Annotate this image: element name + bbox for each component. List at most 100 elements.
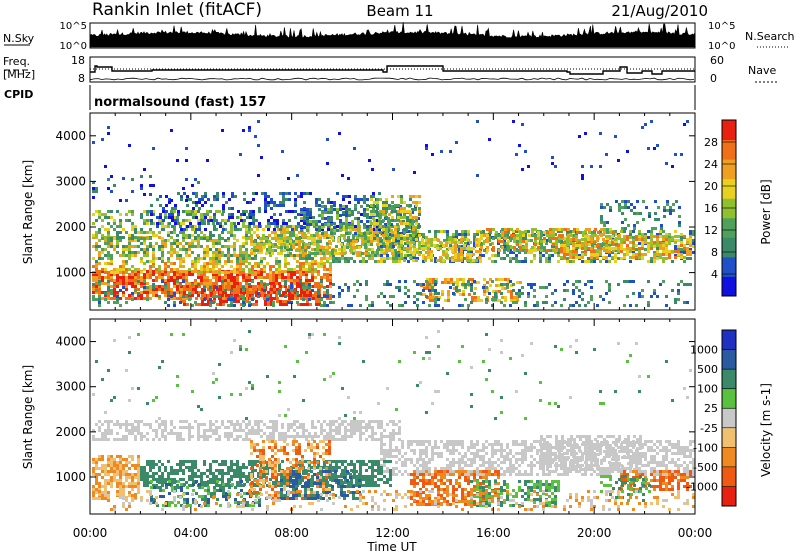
heatmap-cell <box>388 213 391 216</box>
heatmap-cell <box>350 420 353 423</box>
heatmap-cell <box>104 239 107 242</box>
heatmap-cell <box>128 297 131 300</box>
heatmap-cell <box>113 291 116 294</box>
heatmap-cell <box>382 234 385 237</box>
heatmap-cell <box>599 245 602 248</box>
heatmap-cell <box>403 247 406 250</box>
heatmap-cell <box>320 429 323 432</box>
heatmap-cell <box>295 249 298 252</box>
heatmap-cell <box>152 279 155 282</box>
heatmap-cell <box>430 241 433 244</box>
heatmap-cell <box>188 432 191 435</box>
heatmap-cell <box>608 235 611 238</box>
heatmap-cell <box>98 213 101 216</box>
heatmap-cell <box>624 203 627 206</box>
heatmap-cell <box>161 248 164 251</box>
heatmap-cell <box>161 254 164 257</box>
heatmap-cell <box>677 235 680 238</box>
heatmap-cell <box>308 270 311 273</box>
heatmap-cell <box>513 296 516 299</box>
heatmap-cell <box>439 247 442 250</box>
heatmap-cell <box>152 262 155 265</box>
heatmap-cell <box>305 273 308 276</box>
heatmap-cell <box>317 273 320 276</box>
heatmap-cell <box>311 257 314 260</box>
heatmap-cell <box>311 420 314 423</box>
heatmap-cell <box>316 252 319 255</box>
heatmap-cell <box>285 222 288 225</box>
heatmap-cell <box>260 282 263 285</box>
heatmap-cell <box>277 228 280 231</box>
heatmap-cell <box>689 257 692 260</box>
heatmap-cell <box>382 213 385 216</box>
heatmap-cell <box>215 282 218 285</box>
y-tick-label: 4000 <box>55 129 86 143</box>
heatmap-cell <box>293 254 296 257</box>
heatmap-cell <box>326 268 329 271</box>
heatmap-cell <box>647 304 650 307</box>
heatmap-cell <box>159 204 162 207</box>
heatmap-cell <box>470 301 473 304</box>
heatmap-cell <box>474 299 477 302</box>
heatmap-cell <box>461 245 464 248</box>
heatmap-cell <box>173 273 176 276</box>
heatmap-cell <box>188 219 191 222</box>
heatmap-cell <box>596 304 599 307</box>
heatmap-cell <box>257 236 260 239</box>
heatmap-cell <box>442 253 445 256</box>
heatmap-cell <box>233 279 236 282</box>
heatmap-cell <box>329 276 332 279</box>
heatmap-cell <box>306 303 309 306</box>
heatmap-cell <box>140 291 143 294</box>
heatmap-cell <box>590 260 593 263</box>
heatmap-cell <box>122 294 125 297</box>
heatmap-cell <box>326 257 329 260</box>
heatmap-cell <box>275 262 278 265</box>
heatmap-cell <box>206 270 209 273</box>
heatmap-cell <box>483 240 486 243</box>
heatmap-cell <box>399 232 402 235</box>
heatmap-cell <box>531 246 534 249</box>
heatmap-cell <box>669 212 672 215</box>
heatmap-cell <box>248 262 251 265</box>
heatmap-cell <box>578 244 581 247</box>
heatmap-cell <box>638 233 641 236</box>
heatmap-cell <box>295 240 298 243</box>
heatmap-cell <box>146 248 149 251</box>
heatmap-cell <box>294 192 297 195</box>
heatmap-cell <box>689 233 692 236</box>
heatmap-cell <box>92 291 95 294</box>
heatmap-cell <box>224 432 227 435</box>
heatmap-cell <box>233 276 236 279</box>
heatmap-cell <box>131 222 134 225</box>
heatmap-cell <box>299 294 302 297</box>
heatmap-cell <box>383 458 386 461</box>
heatmap-cell <box>128 248 131 251</box>
heatmap-cell <box>188 210 191 213</box>
heatmap-cell <box>686 241 689 244</box>
heatmap-cell <box>233 438 236 441</box>
heatmap-cell <box>113 245 116 248</box>
heatmap-cell <box>536 301 539 304</box>
heatmap-cell <box>158 285 161 288</box>
heatmap-cell <box>212 262 215 265</box>
heatmap-cell <box>198 222 201 225</box>
heatmap-cell <box>271 243 274 246</box>
heatmap-cell <box>320 304 323 307</box>
heatmap-cell <box>383 443 386 446</box>
heatmap-cell <box>337 237 340 240</box>
noise-left-tick-bottom: 10^0 <box>60 41 87 52</box>
heatmap-cell <box>326 423 329 426</box>
heatmap-cell <box>257 271 260 274</box>
heatmap-cell <box>363 226 366 229</box>
heatmap-cell <box>272 429 275 432</box>
heatmap-cell <box>95 298 98 301</box>
heatmap-cell <box>282 291 285 294</box>
heatmap-cell <box>134 276 137 279</box>
heatmap-cell <box>215 262 218 265</box>
heatmap-cell <box>209 429 212 432</box>
heatmap-cell <box>362 257 365 260</box>
heatmap-cell <box>176 216 179 219</box>
heatmap-cell <box>146 245 149 248</box>
heatmap-cell <box>581 165 584 168</box>
